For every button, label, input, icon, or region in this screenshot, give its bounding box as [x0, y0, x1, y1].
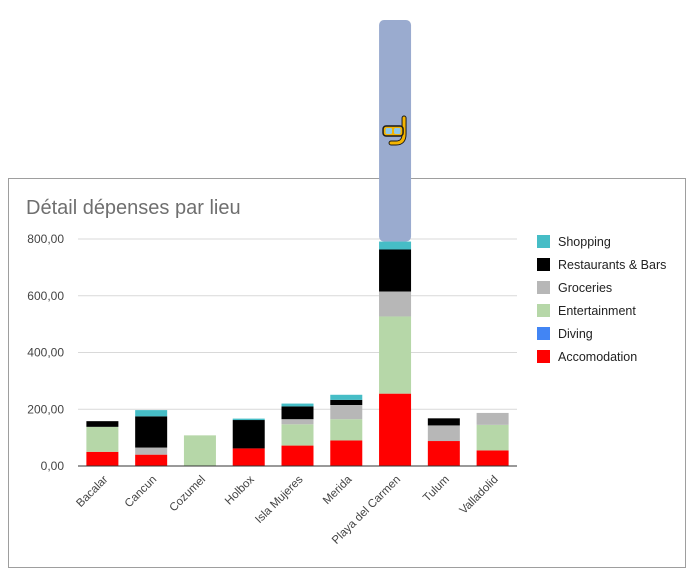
legend-swatch — [537, 350, 550, 363]
bar-segment — [330, 404, 363, 420]
chart-card — [8, 178, 686, 568]
bar-segment — [183, 435, 216, 466]
bar-segment — [379, 316, 412, 394]
bar-segment — [86, 426, 119, 452]
legend-label: Entertainment — [558, 303, 636, 318]
bar-segment — [476, 412, 509, 425]
bar-segment — [330, 394, 363, 400]
x-tick-label: Cozumel — [167, 474, 208, 515]
y-tick-label: 0,00 — [41, 459, 65, 473]
bar-segment — [379, 249, 412, 292]
legend-swatch — [537, 304, 550, 317]
y-axis-ticks: 0,00 200,00 400,00 600,00 800,00 — [27, 232, 64, 473]
bar-segment — [135, 447, 168, 455]
bar-segment — [86, 451, 119, 466]
bar-segment — [379, 291, 412, 317]
legend-label: Groceries — [558, 280, 613, 295]
bar-segment — [476, 450, 509, 466]
bar-segment — [427, 441, 460, 466]
x-tick-label: Merida — [321, 473, 355, 507]
bar-segment — [135, 416, 168, 448]
legend-label: Shopping — [558, 234, 611, 249]
bar-segment — [427, 425, 460, 442]
bars — [86, 241, 509, 466]
x-tick-label: Isla Mujeres — [253, 473, 305, 525]
y-tick-label: 800,00 — [27, 232, 64, 246]
y-tick-label: 200,00 — [27, 402, 64, 416]
x-tick-label: Bacalar — [74, 474, 110, 510]
legend-item: Restaurants & Bars — [537, 253, 666, 276]
gridlines — [78, 238, 517, 410]
bar-segment — [476, 424, 509, 451]
bar-segment — [232, 418, 265, 421]
bar-segment — [281, 419, 314, 425]
legend-swatch — [537, 235, 550, 248]
bar-segment — [330, 399, 363, 405]
bar-segment — [281, 406, 314, 420]
bar-segment — [281, 403, 314, 407]
bar-segment — [330, 419, 363, 441]
overflow-bar-layer — [379, 20, 412, 242]
bar-segment — [281, 424, 314, 446]
bar-segment — [379, 241, 412, 250]
legend-label: Diving — [558, 326, 593, 341]
y-tick-label: 600,00 — [27, 289, 64, 303]
bar-segment — [135, 454, 168, 466]
legend-swatch — [537, 258, 550, 271]
chart-title: Détail dépenses par lieu — [26, 197, 241, 219]
x-tick-label: Tulum — [421, 474, 452, 505]
y-tick-label: 400,00 — [27, 346, 64, 360]
legend: Shopping Restaurants & Bars Groceries Enter… — [537, 230, 666, 368]
legend-item: Entertainment — [537, 299, 666, 322]
legend-item: Diving — [537, 322, 666, 345]
bar-segment — [232, 448, 265, 466]
legend-label: Accomodation — [558, 349, 638, 364]
legend-item: Shopping — [537, 230, 666, 253]
bar-segment — [135, 410, 168, 417]
legend-swatch — [537, 281, 550, 294]
legend-item: Accomodation — [537, 345, 666, 368]
x-tick-label: Cancun — [123, 474, 160, 511]
snorkel-mask-icon — [382, 115, 407, 146]
x-tick-label: Holbox — [223, 473, 257, 507]
bar-segment — [232, 420, 265, 449]
bar-segment — [427, 418, 460, 426]
legend-label: Restaurants & Bars — [558, 257, 667, 272]
bar-segment — [86, 421, 119, 427]
bar-segment — [379, 393, 412, 466]
legend-swatch — [537, 327, 550, 340]
x-tick-label: Valladolid — [458, 474, 501, 517]
bar-segment — [281, 445, 314, 466]
legend-item: Groceries — [537, 276, 666, 299]
bar-segment — [330, 440, 363, 466]
